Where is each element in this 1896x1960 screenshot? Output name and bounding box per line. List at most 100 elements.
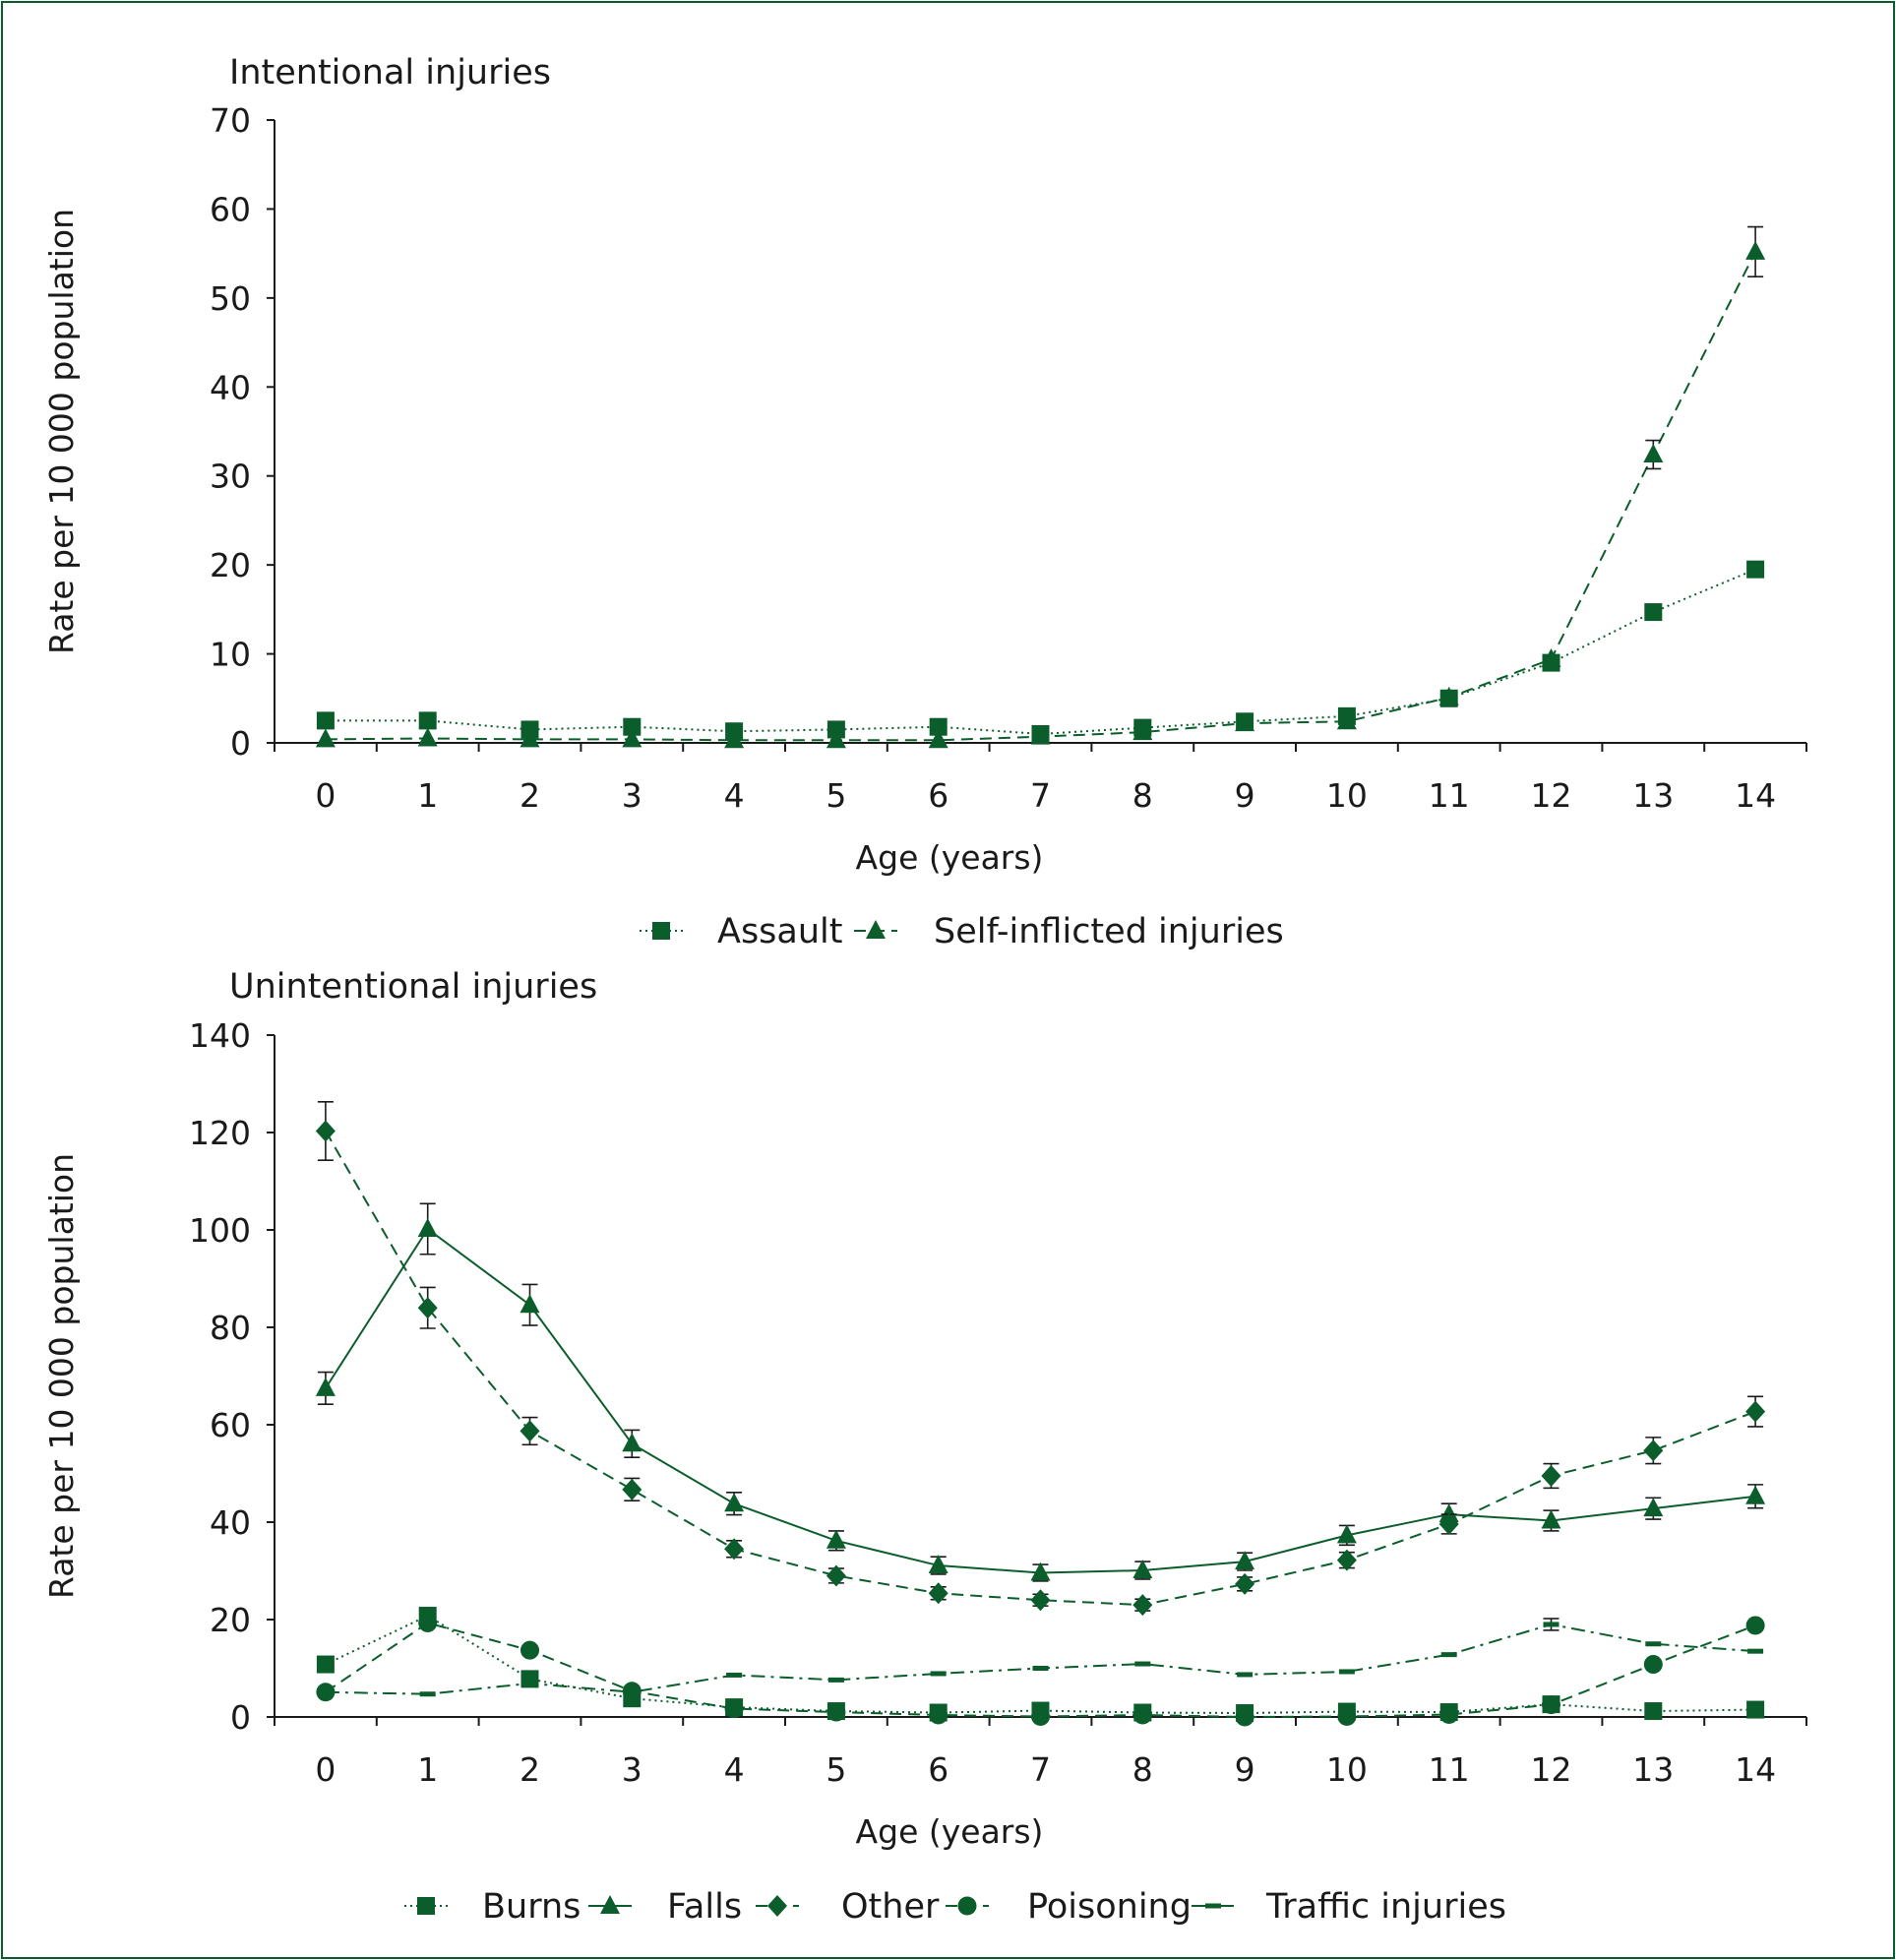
y-tick-label: 120	[189, 1114, 251, 1152]
legend-item: Other	[756, 1887, 940, 1927]
x-tick-label: 5	[826, 1750, 846, 1789]
legend-item: Self-inflicted injuries	[854, 912, 1284, 951]
y-tick-label: 60	[210, 1406, 251, 1444]
x-tick-label: 10	[1326, 1750, 1368, 1789]
legend-marker	[957, 1896, 977, 1916]
y-tick-label: 40	[210, 368, 251, 406]
data-point	[1030, 1589, 1051, 1612]
y-tick-label: 50	[210, 279, 251, 318]
data-point	[1644, 603, 1663, 622]
y-axis-label: Rate per 10 000 population	[42, 1153, 81, 1599]
data-point	[315, 728, 336, 748]
data-point	[1645, 1641, 1662, 1647]
x-tick-label: 12	[1531, 1750, 1572, 1789]
legend-item: Traffic injuries	[1192, 1887, 1506, 1927]
data-point	[417, 727, 438, 747]
legend-label: Traffic injuries	[1265, 1887, 1506, 1927]
legend: Burns Falls Other Poisoning Traffic injuries	[404, 1887, 1506, 1927]
x-tick-label: 0	[315, 776, 336, 815]
data-point	[1235, 1707, 1254, 1727]
data-point	[1237, 1672, 1254, 1678]
data-point	[418, 711, 437, 730]
data-point	[826, 1564, 846, 1587]
data-point	[1030, 1562, 1051, 1581]
data-point	[1132, 721, 1153, 741]
y-tick-label: 10	[210, 636, 251, 674]
data-point	[1541, 647, 1561, 667]
data-point	[315, 1120, 336, 1142]
y-axis-label: Rate per 10 000 population	[42, 209, 81, 654]
data-point	[1541, 1464, 1561, 1487]
x-tick-label: 6	[928, 776, 948, 815]
data-point	[827, 1677, 844, 1683]
x-tick-label: 12	[1531, 776, 1572, 815]
data-point	[624, 1689, 641, 1695]
data-point	[1132, 1594, 1153, 1617]
legend: Assault Self-inflicted injuries	[640, 912, 1284, 951]
x-tick-label: 5	[826, 776, 846, 815]
chart-title: Unintentional injuries	[229, 967, 597, 1007]
data-point	[1235, 1572, 1255, 1595]
data-point	[1235, 1551, 1255, 1570]
data-point	[1132, 1705, 1152, 1725]
data-point	[1745, 1616, 1765, 1635]
data-point	[622, 728, 642, 748]
series-assault	[316, 560, 1765, 743]
data-point	[520, 1420, 540, 1442]
x-tick-label: 7	[1030, 1750, 1051, 1789]
legend-item: Assault	[640, 912, 843, 951]
data-point	[724, 1493, 745, 1512]
legend-marker	[652, 922, 670, 940]
legend-label: Burns	[482, 1887, 581, 1927]
data-point	[1235, 712, 1255, 732]
x-tick-label: 11	[1429, 1750, 1470, 1789]
data-point	[826, 1702, 846, 1722]
data-point	[1643, 1498, 1664, 1517]
data-point	[1643, 1439, 1664, 1462]
legend-item: Burns	[404, 1887, 581, 1927]
data-point	[316, 1655, 335, 1674]
x-tick-label: 0	[315, 1750, 336, 1789]
data-point	[623, 717, 642, 736]
data-point	[929, 717, 948, 736]
y-tick-label: 30	[210, 458, 251, 496]
y-tick-label: 60	[210, 190, 251, 228]
data-point	[1746, 560, 1765, 579]
y-tick-label: 100	[189, 1211, 251, 1250]
data-point	[1747, 1648, 1764, 1654]
y-tick-label: 20	[210, 546, 251, 584]
x-tick-label: 13	[1632, 776, 1674, 815]
x-axis-label: Age (years)	[856, 1812, 1044, 1851]
data-point	[1032, 1666, 1049, 1671]
x-tick-label: 3	[622, 1750, 642, 1789]
x-tick-label: 1	[417, 1750, 438, 1789]
data-point	[1643, 1655, 1663, 1675]
data-point	[1644, 1702, 1663, 1721]
data-point	[726, 1672, 743, 1678]
data-point	[1543, 1622, 1560, 1627]
y-tick-label: 0	[230, 1698, 251, 1737]
x-tick-label: 14	[1735, 776, 1776, 815]
x-tick-label: 8	[1132, 776, 1153, 815]
x-tick-label: 1	[417, 776, 438, 815]
legend-label: Assault	[717, 912, 843, 951]
data-point	[1745, 240, 1766, 260]
legend-item: Falls	[588, 1887, 742, 1927]
series-line	[325, 1227, 1756, 1574]
legend-marker	[767, 1895, 787, 1917]
x-tick-label: 7	[1030, 776, 1051, 815]
data-point	[928, 1555, 948, 1574]
data-point	[1438, 1503, 1459, 1523]
series-layer	[315, 1101, 1766, 1727]
data-point	[1336, 1549, 1357, 1571]
intentional-injuries-chart: Intentional injuries Rate per 10 000 pop…	[42, 53, 1807, 951]
data-point	[1134, 1661, 1151, 1667]
x-tick-label: 9	[1235, 1750, 1255, 1789]
data-point	[928, 729, 948, 749]
series-traffic-injuries	[317, 1618, 1764, 1697]
data-point	[930, 1671, 947, 1677]
